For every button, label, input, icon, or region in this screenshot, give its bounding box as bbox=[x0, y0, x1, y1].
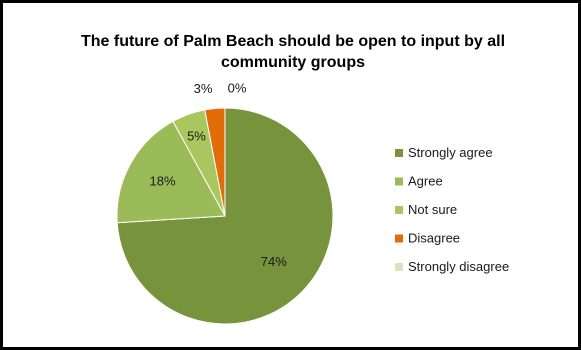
data-label-disagree: 3% bbox=[194, 81, 213, 96]
legend-label-not-sure: Not sure bbox=[408, 202, 457, 217]
data-label-not-sure: 5% bbox=[187, 129, 206, 144]
chart-title: The future of Palm Beach should be open … bbox=[80, 33, 506, 71]
data-label-agree: 18% bbox=[150, 174, 176, 189]
legend-label-agree: Agree bbox=[408, 174, 443, 189]
pie-chart: 74% 18% 5% 3% 0% Strongly agree Agree Not sure… bbox=[116, 81, 509, 325]
legend-label-strongly-disagree: Strongly disagree bbox=[408, 259, 509, 274]
legend-label-strongly-agree: Strongly agree bbox=[408, 145, 493, 160]
pie-slice-agree bbox=[116, 120, 226, 224]
data-label-strongly-agree: 74% bbox=[261, 254, 287, 269]
legend-swatch-not-sure bbox=[395, 206, 403, 214]
legend-swatch-disagree bbox=[395, 234, 403, 243]
legend-swatch-strongly-disagree bbox=[395, 263, 403, 271]
legend: Strongly agree Agree Not sure Disagree Stron… bbox=[395, 145, 509, 274]
pie-slice-disagree bbox=[204, 107, 226, 217]
data-label-strongly-disagree: 0% bbox=[228, 81, 247, 96]
legend-swatch-agree bbox=[395, 177, 403, 186]
pie-slices bbox=[116, 107, 334, 325]
legend-label-disagree: Disagree bbox=[408, 231, 460, 246]
data-labels: 74% 18% 5% 3% 0% bbox=[150, 81, 288, 269]
legend-swatch-strongly-agree bbox=[395, 149, 403, 157]
